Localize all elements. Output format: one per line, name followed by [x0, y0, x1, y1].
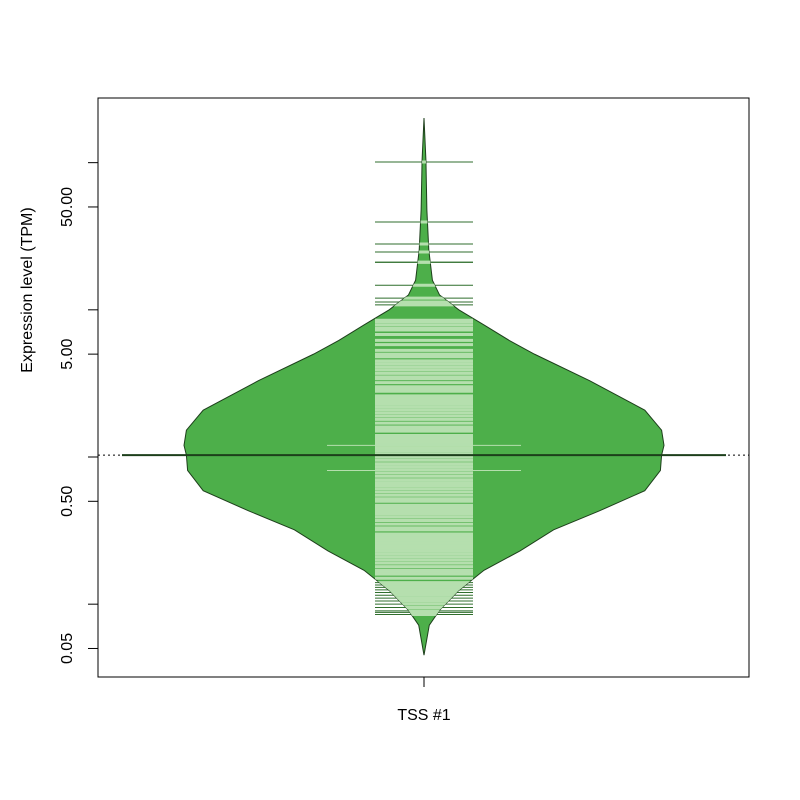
y-tick-label: 0.05	[59, 633, 76, 664]
x-tick-label: TSS #1	[397, 707, 450, 724]
y-tick-label: 5.00	[59, 338, 76, 369]
y-tick-label: 0.50	[59, 486, 76, 517]
y-tick-label: 50.00	[59, 187, 76, 227]
y-axis-label: Expression level (TPM)	[19, 207, 36, 372]
